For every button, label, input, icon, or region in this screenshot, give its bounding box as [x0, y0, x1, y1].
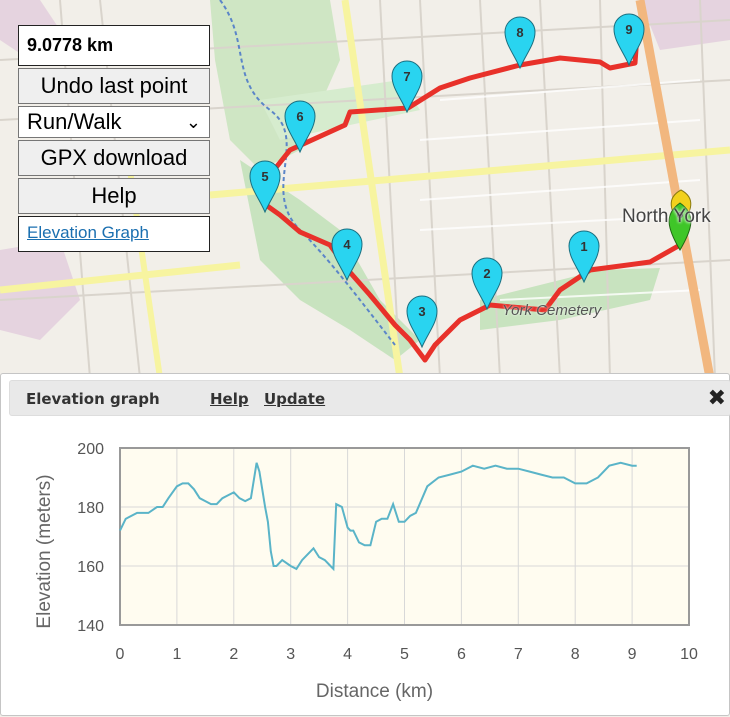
x-tick-label: 8 [571, 646, 580, 663]
start-marker-icon [668, 202, 692, 251]
elevation-series-line [119, 461, 637, 572]
route-marker-8[interactable]: 8 [504, 16, 536, 70]
dialog-update-link[interactable]: Update [264, 390, 326, 408]
elevation-graph-link[interactable]: Elevation Graph [27, 223, 149, 242]
y-tick-label: 200 [77, 441, 104, 458]
x-tick-label: 2 [229, 646, 238, 663]
gpx-download-button[interactable]: GPX download [18, 140, 210, 176]
elevation-chart: 0 1 2 3 4 5 6 7 8 9 10 140 160 180 200 Distance (km) Ele… [34, 441, 698, 702]
x-tick-label: 10 [680, 646, 698, 663]
x-axis-label: Distance (km) [316, 681, 433, 702]
route-marker-label: 6 [296, 109, 303, 124]
dialog-titlebar[interactable]: Elevation graph Help Update ✖ [9, 380, 730, 416]
activity-select-value: Run/Walk [27, 109, 122, 134]
route-marker-label: 2 [483, 266, 490, 281]
route-marker-1[interactable]: 1 [568, 230, 600, 284]
undo-button[interactable]: Undo last point [18, 68, 210, 104]
x-tick-label: 9 [628, 646, 637, 663]
chevron-down-icon: ⌄ [185, 112, 201, 132]
route-marker-4[interactable]: 4 [331, 228, 363, 282]
x-tick-label: 0 [116, 646, 125, 663]
map-tiles[interactable]: 1 2 3 4 5 6 7 8 9 [0, 0, 730, 378]
route-marker-5[interactable]: 5 [249, 160, 281, 214]
route-marker-label: 4 [343, 237, 351, 252]
route-marker-label: 8 [516, 25, 523, 40]
route-marker-2[interactable]: 2 [471, 257, 503, 311]
dialog-title: Elevation graph [26, 390, 160, 408]
x-tick-label: 7 [514, 646, 523, 663]
x-tick-label: 1 [172, 646, 181, 663]
route-marker-3[interactable]: 3 [406, 295, 438, 349]
route-marker-label: 1 [580, 239, 587, 254]
distance-readout: 9.0778 km [18, 25, 210, 66]
route-marker-6[interactable]: 6 [284, 100, 316, 154]
x-tick-label: 4 [343, 646, 352, 663]
plot-border [119, 447, 690, 626]
elevation-graph-box: Elevation Graph [18, 216, 210, 252]
y-tick-label: 180 [77, 500, 104, 517]
x-tick-label: 5 [400, 646, 409, 663]
elevation-dialog: Elevation graph Help Update ✖ 0 1 2 3 4 5 6 7 8 9… [0, 373, 730, 716]
dialog-help-link[interactable]: Help [210, 390, 249, 408]
route-marker-7[interactable]: 7 [391, 60, 423, 114]
route-marker-label: 5 [261, 169, 268, 184]
activity-select[interactable]: Run/Walk ⌄ [18, 106, 210, 138]
route-marker-label: 3 [418, 304, 425, 319]
map-label-north-york: North York [622, 206, 711, 227]
route-marker-label: 7 [403, 69, 410, 84]
close-icon[interactable]: ✖ [707, 385, 726, 410]
y-axis-label: Elevation (meters) [34, 474, 55, 628]
control-panel: 9.0778 km Undo last point Run/Walk ⌄ GPX… [18, 25, 210, 252]
x-tick-label: 6 [457, 646, 466, 663]
help-button[interactable]: Help [18, 178, 210, 214]
x-tick-label: 3 [286, 646, 295, 663]
route-line [259, 34, 682, 363]
map-label-cemetery: York Cemetery [502, 302, 602, 319]
route-marker-9[interactable]: 9 [613, 13, 645, 67]
y-tick-label: 140 [77, 618, 104, 635]
route-marker-label: 9 [625, 22, 632, 37]
map[interactable]: 1 2 3 4 5 6 7 8 9 North York York Cemetery [0, 0, 730, 378]
y-tick-label: 160 [77, 559, 104, 576]
